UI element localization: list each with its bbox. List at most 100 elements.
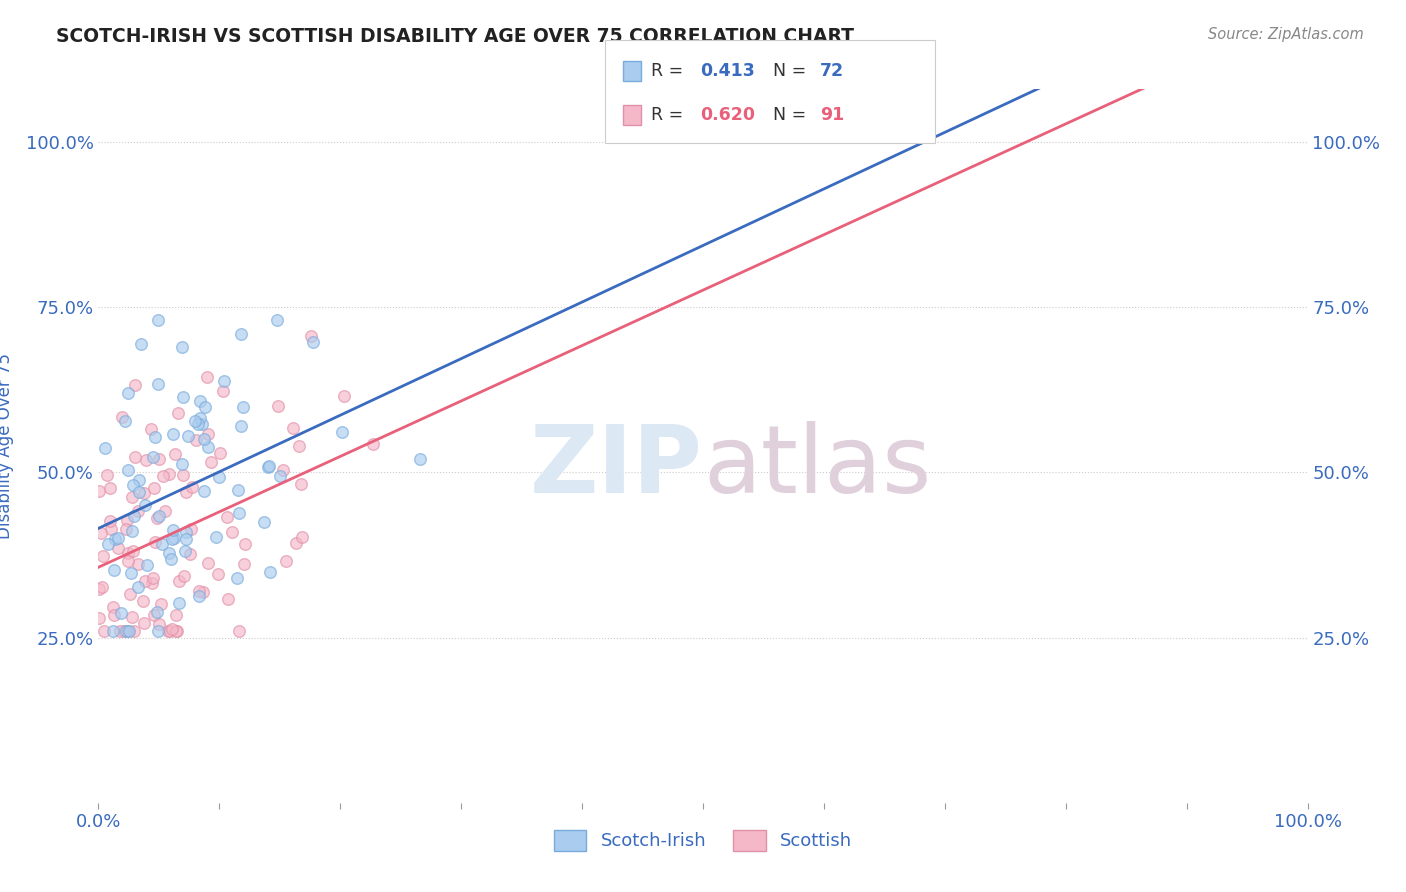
- Point: [187, 417, 209, 431]
- Point: [174, 525, 197, 540]
- Point: [122, 508, 145, 523]
- Point: [200, 455, 222, 469]
- Point: [179, 547, 201, 561]
- Point: [159, 624, 181, 638]
- Point: [127, 504, 149, 518]
- Point: [96, 468, 118, 483]
- Point: [174, 532, 197, 546]
- Point: [228, 506, 250, 520]
- Point: [148, 376, 170, 391]
- Point: [142, 571, 165, 585]
- Point: [128, 473, 150, 487]
- Point: [160, 551, 183, 566]
- Point: [141, 422, 163, 436]
- Point: [290, 530, 312, 544]
- Point: [114, 414, 136, 428]
- Point: [157, 546, 180, 560]
- Point: [174, 484, 197, 499]
- Point: [231, 326, 253, 341]
- Point: [174, 544, 197, 558]
- Point: [98, 514, 121, 528]
- Point: [107, 541, 129, 556]
- Point: [89, 582, 111, 596]
- Point: [134, 498, 156, 512]
- Point: [188, 583, 211, 598]
- Point: [129, 337, 152, 351]
- Text: Source: ZipAtlas.com: Source: ZipAtlas.com: [1208, 27, 1364, 42]
- Text: N =: N =: [773, 62, 813, 79]
- Text: 91: 91: [820, 106, 844, 124]
- Point: [103, 607, 125, 622]
- Text: R =: R =: [651, 62, 689, 79]
- Point: [285, 536, 308, 550]
- Text: atlas: atlas: [703, 421, 931, 514]
- Point: [122, 478, 145, 492]
- Point: [197, 556, 219, 570]
- Point: [93, 624, 115, 638]
- Point: [172, 468, 194, 483]
- Point: [186, 434, 208, 448]
- Point: [141, 450, 163, 464]
- Point: [177, 429, 200, 443]
- Point: [228, 624, 250, 638]
- Point: [143, 608, 166, 623]
- Text: ZIP: ZIP: [530, 421, 703, 514]
- Point: [118, 586, 141, 600]
- Point: [191, 417, 214, 431]
- Point: [91, 549, 114, 563]
- Point: [162, 523, 184, 537]
- Point: [101, 600, 124, 615]
- Point: [160, 532, 183, 546]
- Point: [160, 622, 183, 636]
- Point: [299, 328, 322, 343]
- Point: [134, 574, 156, 588]
- Point: [165, 608, 187, 623]
- Point: [225, 571, 247, 585]
- Point: [194, 400, 217, 414]
- Point: [197, 440, 219, 454]
- Point: [87, 611, 110, 625]
- Point: [163, 447, 186, 461]
- Point: [188, 394, 211, 409]
- Point: [209, 446, 232, 460]
- Point: [121, 524, 143, 538]
- Point: [117, 385, 139, 400]
- Point: [135, 453, 157, 467]
- Point: [180, 522, 202, 536]
- Point: [127, 580, 149, 594]
- Text: 72: 72: [820, 62, 844, 79]
- Text: 0.620: 0.620: [700, 106, 755, 124]
- Point: [288, 439, 311, 453]
- Point: [195, 370, 218, 384]
- Point: [148, 452, 170, 467]
- Point: [217, 591, 239, 606]
- Point: [148, 313, 170, 327]
- Point: [117, 546, 139, 560]
- Point: [191, 585, 214, 599]
- Text: N =: N =: [773, 106, 813, 124]
- Text: 0.413: 0.413: [700, 62, 755, 79]
- Point: [173, 569, 195, 583]
- Point: [91, 580, 114, 594]
- Point: [233, 557, 256, 571]
- Point: [117, 463, 139, 477]
- Point: [172, 390, 194, 404]
- Point: [153, 504, 176, 518]
- Point: [110, 606, 132, 620]
- Point: [120, 566, 142, 580]
- Point: [104, 532, 127, 546]
- Point: [290, 476, 312, 491]
- Point: [256, 459, 278, 474]
- Point: [100, 522, 122, 536]
- Point: [188, 410, 211, 425]
- Point: [107, 531, 129, 545]
- Point: [193, 483, 215, 498]
- Point: [89, 484, 111, 499]
- Point: [208, 470, 231, 484]
- Point: [132, 486, 155, 500]
- Point: [131, 594, 153, 608]
- Point: [361, 436, 384, 450]
- Point: [169, 574, 191, 589]
- Point: [128, 484, 150, 499]
- Point: [205, 530, 228, 544]
